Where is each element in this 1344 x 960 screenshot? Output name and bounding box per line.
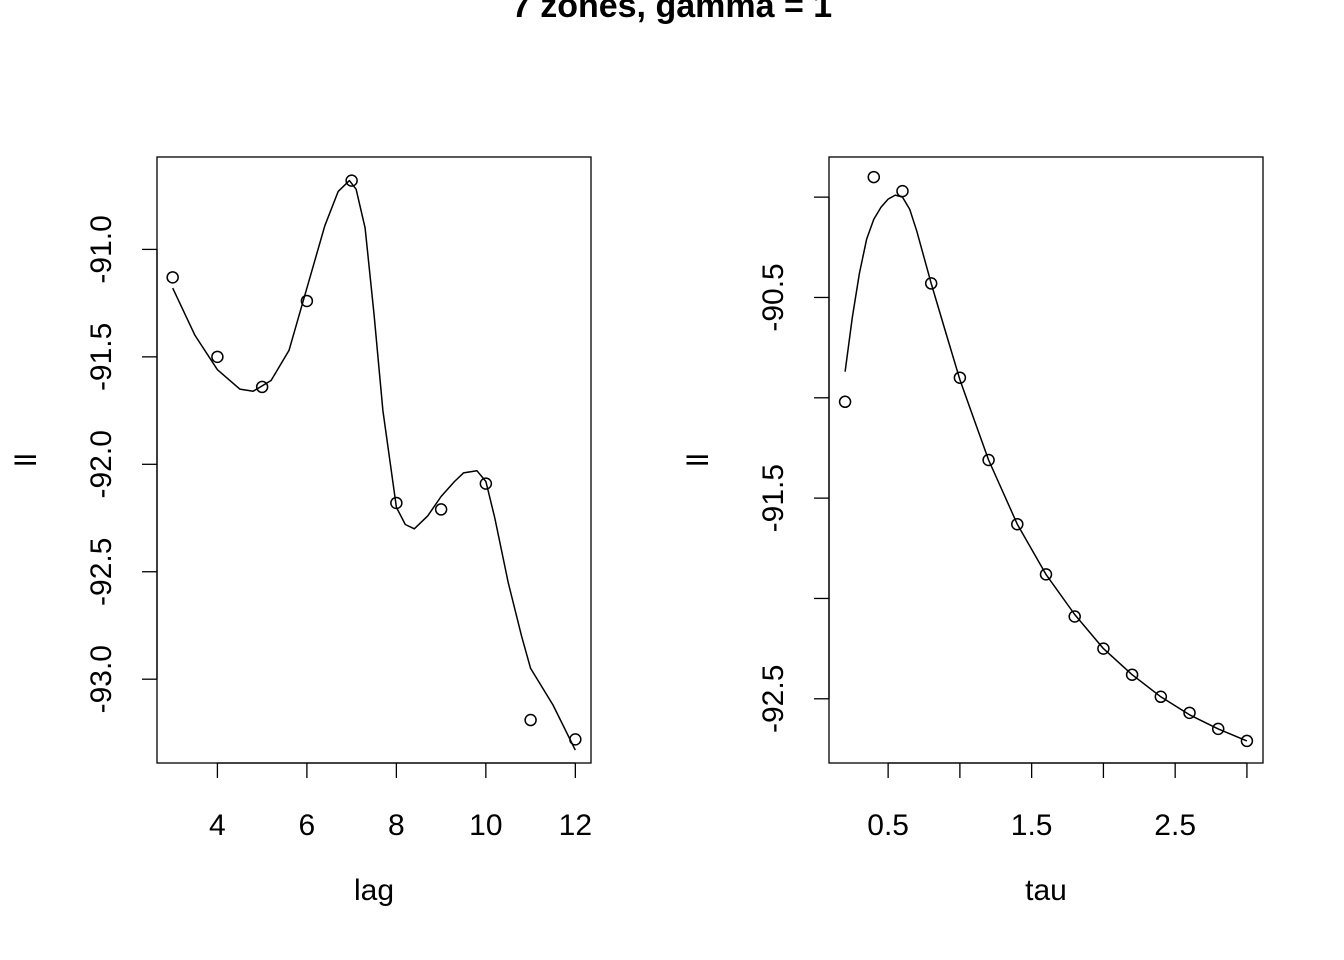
- data-point: [953, 371, 967, 384]
- data-point: [924, 277, 938, 290]
- data-point: [1097, 642, 1110, 655]
- x-tick-label: 2.5: [1154, 809, 1196, 842]
- x-tick-label: 1.5: [1011, 809, 1053, 842]
- x-tick-label: 10: [469, 809, 502, 842]
- y-tick-label: -92.5: [757, 665, 790, 733]
- fitted-curve: [172, 179, 576, 751]
- y-tick-label: -92.0: [85, 430, 118, 498]
- y-tick-label: -91.0: [85, 215, 118, 283]
- y-tick-label: -93.0: [85, 645, 118, 713]
- data-point: [345, 174, 358, 187]
- plot-frame: [828, 156, 1264, 764]
- y-axis-title: ll: [10, 453, 43, 466]
- y-tick-label: -92.5: [85, 538, 118, 606]
- panel-lag: 4 6 8 10 12 -91.0 -91.5 -92.0 -92.5 -93.0 lag ll: [10, 156, 592, 907]
- data-point: [1154, 690, 1168, 704]
- y-tick-label: -91.5: [85, 323, 118, 391]
- data-point: [1068, 610, 1081, 623]
- x-tick-label: 4: [209, 809, 226, 842]
- data-point: [1011, 517, 1024, 531]
- x-tick-label: 12: [559, 809, 592, 842]
- x-axis-title: lag: [354, 874, 394, 907]
- panel-tau: 0.5 1.5 2.5 -90.5 -91.5 -92.5 tau ll: [682, 156, 1264, 907]
- x-tick-label: 8: [388, 809, 405, 842]
- y-tick-label: -91.5: [757, 464, 790, 532]
- data-point: [1125, 668, 1139, 681]
- data-point: [479, 477, 493, 490]
- x-tick-label: 0.5: [867, 809, 909, 842]
- plot-frame: [156, 156, 592, 764]
- fitted-curve: [844, 194, 1248, 742]
- data-point: [838, 395, 852, 409]
- data-point: [1211, 722, 1225, 736]
- data-point: [255, 380, 269, 394]
- y-tick-label: -90.5: [757, 263, 790, 331]
- data-point: [982, 453, 995, 467]
- data-point: [1183, 706, 1196, 720]
- x-axis-title: tau: [1025, 874, 1067, 907]
- data-point: [211, 350, 224, 364]
- data-point: [1240, 734, 1254, 748]
- data-point: [524, 713, 537, 727]
- data-point: [867, 170, 881, 184]
- data-point: [300, 294, 314, 308]
- data-point: [390, 496, 403, 510]
- data-point: [896, 184, 909, 198]
- data-point: [569, 733, 582, 746]
- data-point: [434, 503, 448, 516]
- x-tick-label: 6: [299, 809, 316, 842]
- y-axis-title: ll: [682, 453, 715, 466]
- data-point: [166, 271, 179, 284]
- data-point: [1039, 568, 1053, 581]
- figure-title: 7 zones, gamma = 1: [511, 0, 833, 25]
